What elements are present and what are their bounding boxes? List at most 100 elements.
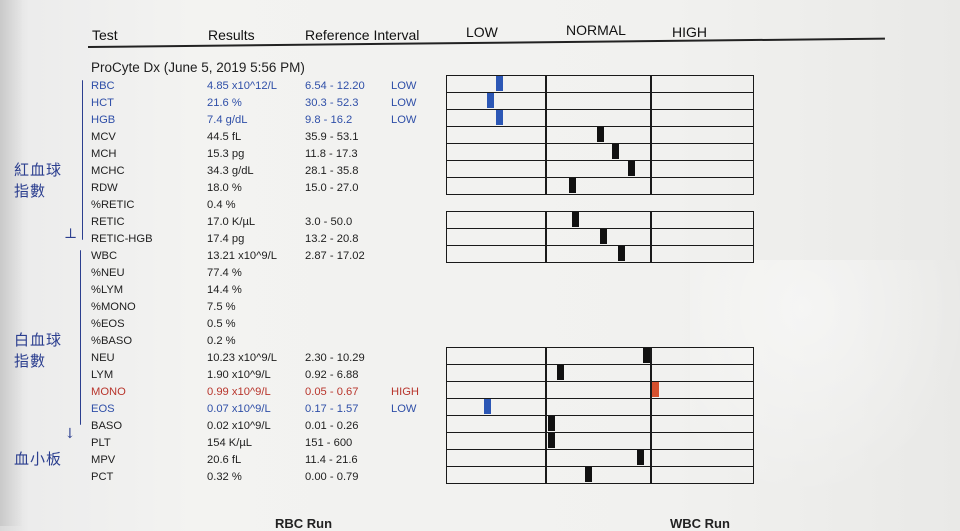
range-bar-row <box>447 178 753 195</box>
range-bar-row <box>447 365 753 382</box>
range-bar-group <box>446 347 754 484</box>
range-bar-group <box>446 211 754 263</box>
row-ref: 2.30 - 10.29 <box>305 352 365 364</box>
table-row: WBC 13.21 x10^9/L 2.87 - 17.02 <box>0 248 960 265</box>
row-name: RETIC <box>91 216 125 228</box>
range-divider <box>650 433 653 449</box>
range-divider <box>544 450 547 466</box>
table-row: RBC 4.85 x10^12/L 6.54 - 12.20 LOW <box>0 78 960 95</box>
table-row: EOS 0.07 x10^9/L 0.17 - 1.57 LOW <box>0 401 960 418</box>
row-result: 4.85 x10^12/L <box>207 80 277 92</box>
row-flag: LOW <box>391 114 417 126</box>
result-marker <box>495 110 503 125</box>
range-divider <box>650 365 653 381</box>
result-marker <box>495 76 503 91</box>
range-divider <box>650 110 653 126</box>
range-divider <box>544 433 547 449</box>
row-result: 17.0 K/µL <box>207 216 256 228</box>
result-marker <box>596 127 604 142</box>
range-divider <box>544 382 547 398</box>
row-ref: 35.9 - 53.1 <box>305 131 359 143</box>
range-divider <box>650 229 653 245</box>
row-ref: 0.05 - 0.67 <box>305 386 359 398</box>
result-marker <box>642 348 650 363</box>
range-bar-group <box>446 75 754 195</box>
row-ref: 0.17 - 1.57 <box>305 403 359 415</box>
range-divider <box>544 178 547 194</box>
result-marker <box>486 93 494 108</box>
range-divider <box>650 399 653 415</box>
table-row: PLT 154 K/µL 151 - 600 <box>0 435 960 452</box>
result-marker <box>569 178 577 193</box>
row-flag: HIGH <box>391 386 419 398</box>
row-ref: 151 - 600 <box>305 437 353 449</box>
wbc-handwritten-note: 白血球指數 <box>14 331 63 370</box>
row-result: 0.5 % <box>207 318 236 330</box>
row-name: %MONO <box>91 301 136 313</box>
row-ref: 28.1 - 35.8 <box>305 165 359 177</box>
table-row: PCT 0.32 % 0.00 - 0.79 <box>0 469 960 486</box>
row-result: 77.4 % <box>207 267 242 279</box>
range-bar-row <box>447 450 753 467</box>
header-low: LOW <box>466 24 498 40</box>
table-row: RETIC 17.0 K/µL 3.0 - 50.0 <box>0 214 960 231</box>
range-divider <box>650 382 653 398</box>
range-bar-row <box>447 212 753 229</box>
table-row: HCT 21.6 % 30.3 - 52.3 LOW <box>0 95 960 112</box>
table-row: RDW 18.0 % 15.0 - 27.0 <box>0 180 960 197</box>
row-flag: LOW <box>391 403 417 415</box>
row-result: 0.2 % <box>207 335 236 347</box>
range-divider <box>544 144 547 160</box>
header-normal: NORMAL <box>566 22 626 38</box>
wbc-bracket <box>80 250 81 425</box>
range-divider <box>544 348 547 364</box>
header-reference: Reference Interval <box>305 27 420 43</box>
row-result: 0.99 x10^9/L <box>207 386 271 398</box>
range-divider <box>544 212 547 228</box>
range-divider <box>650 416 653 432</box>
range-divider <box>544 246 547 262</box>
range-divider <box>650 144 653 160</box>
table-row: %LYM 14.4 % <box>0 282 960 299</box>
row-result: 44.5 fL <box>207 131 242 143</box>
range-divider <box>650 127 653 143</box>
range-divider <box>650 348 653 364</box>
range-divider <box>544 416 547 432</box>
row-name: WBC <box>91 250 118 262</box>
range-bar-row <box>447 76 753 93</box>
row-ref: 0.01 - 0.26 <box>305 420 359 432</box>
row-name: PCT <box>91 471 114 483</box>
range-bar-row <box>447 348 753 365</box>
row-name: MPV <box>91 454 116 466</box>
table-row: MCV 44.5 fL 35.9 - 53.1 <box>0 129 960 146</box>
row-result: 20.6 fL <box>207 454 242 466</box>
row-name: MCHC <box>91 165 125 177</box>
range-divider <box>544 127 547 143</box>
row-name: RBC <box>91 80 115 92</box>
table-row: MCHC 34.3 g/dL 28.1 - 35.8 <box>0 163 960 180</box>
row-name: RETIC-HGB <box>91 233 153 245</box>
table-row: %RETIC 0.4 % <box>0 197 960 214</box>
row-result: 13.21 x10^9/L <box>207 250 277 262</box>
result-marker <box>652 382 660 397</box>
row-name: MCH <box>91 148 117 160</box>
row-result: 1.90 x10^9/L <box>207 369 271 381</box>
table-row: MCH 15.3 pg 11.8 - 17.3 <box>0 146 960 163</box>
row-result: 17.4 pg <box>207 233 245 245</box>
rbc-handwritten-note: 紅血球指數 <box>14 161 63 200</box>
range-divider <box>544 229 547 245</box>
range-divider <box>650 246 653 262</box>
range-bar-row <box>447 161 753 178</box>
row-name: %LYM <box>91 284 124 296</box>
range-bar-row <box>447 433 753 450</box>
row-name: BASO <box>91 420 123 432</box>
range-divider <box>650 450 653 466</box>
range-bar-row <box>447 93 753 110</box>
row-ref: 11.8 - 17.3 <box>305 148 358 160</box>
range-divider <box>544 399 547 415</box>
footer-rbc-run: RBC Run <box>275 516 333 531</box>
result-marker <box>612 144 620 159</box>
row-result: 14.4 % <box>207 284 242 296</box>
result-marker <box>584 467 592 482</box>
header-results: Results <box>208 27 255 43</box>
